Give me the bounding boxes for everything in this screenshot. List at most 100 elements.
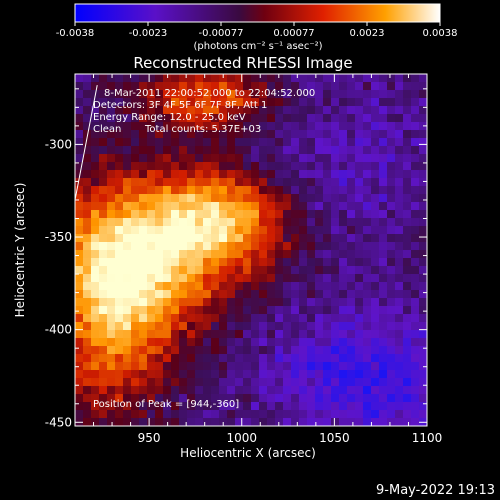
heatmap-cell	[203, 346, 211, 354]
heatmap-cell	[179, 298, 187, 306]
heatmap-cell	[267, 194, 275, 202]
heatmap-cell	[227, 178, 235, 186]
heatmap-cell	[363, 146, 371, 154]
heatmap-cell	[219, 202, 227, 210]
heatmap-cell	[299, 178, 307, 186]
heatmap-cell	[123, 146, 131, 154]
heatmap-cell	[283, 178, 291, 186]
heatmap-cell	[131, 130, 139, 138]
heatmap-cell	[387, 74, 395, 82]
heatmap-cell	[163, 258, 171, 266]
heatmap-cell	[147, 370, 155, 378]
heatmap-cell	[411, 106, 419, 114]
heatmap-cell	[323, 242, 331, 250]
heatmap-cell	[83, 162, 91, 170]
heatmap-cell	[259, 394, 267, 402]
heatmap-cell	[227, 274, 235, 282]
heatmap-cell	[83, 314, 91, 322]
heatmap-cell	[387, 98, 395, 106]
heatmap-cell	[307, 314, 315, 322]
heatmap-cell	[187, 114, 195, 122]
heatmap-cell	[99, 138, 107, 146]
heatmap-cell	[171, 322, 179, 330]
heatmap-cell	[275, 154, 283, 162]
heatmap-cell	[235, 290, 243, 298]
heatmap-cell	[355, 138, 363, 146]
heatmap-cell	[339, 114, 347, 122]
heatmap-cell	[275, 130, 283, 138]
heatmap-cell	[219, 226, 227, 234]
heatmap-cell	[331, 418, 339, 426]
heatmap-cell	[347, 258, 355, 266]
heatmap-cell	[123, 170, 131, 178]
heatmap-cell	[179, 266, 187, 274]
heatmap-cell	[355, 274, 363, 282]
heatmap-cell	[347, 298, 355, 306]
heatmap-cell	[83, 138, 91, 146]
heatmap-cell	[235, 218, 243, 226]
heatmap-cell	[339, 242, 347, 250]
heatmap-cell	[187, 298, 195, 306]
heatmap-cell	[227, 402, 235, 410]
heatmap-cell	[131, 226, 139, 234]
heatmap-cell	[411, 242, 419, 250]
annotation-counts: Total counts: 5.37E+03	[144, 124, 261, 135]
heatmap-cell	[131, 170, 139, 178]
heatmap-cell	[291, 266, 299, 274]
heatmap-cell	[371, 154, 379, 162]
heatmap-cell	[147, 98, 155, 106]
heatmap-cell	[323, 282, 331, 290]
heatmap-cell	[195, 266, 203, 274]
heatmap-cell	[307, 178, 315, 186]
heatmap-cell	[219, 178, 227, 186]
heatmap-cell	[251, 402, 259, 410]
heatmap-cell	[379, 146, 387, 154]
heatmap-cell	[139, 410, 147, 418]
heatmap-cell	[243, 90, 251, 98]
heatmap-cell	[179, 82, 187, 90]
heatmap-cell	[291, 402, 299, 410]
heatmap-cell	[395, 114, 403, 122]
heatmap-cell	[403, 234, 411, 242]
heatmap-cell	[299, 386, 307, 394]
heatmap-cell	[291, 122, 299, 130]
heatmap-cell	[371, 202, 379, 210]
heatmap-cell	[355, 338, 363, 346]
heatmap-cell	[195, 338, 203, 346]
heatmap-cell	[275, 138, 283, 146]
heatmap-cell	[107, 266, 115, 274]
heatmap-cell	[83, 218, 91, 226]
heatmap-cell	[419, 322, 427, 330]
heatmap-cell	[315, 210, 323, 218]
heatmap-cell	[371, 282, 379, 290]
heatmap-cell	[131, 82, 139, 90]
heatmap-cell	[155, 138, 163, 146]
heatmap-cell	[419, 218, 427, 226]
heatmap-cell	[419, 306, 427, 314]
heatmap-cell	[403, 418, 411, 426]
heatmap-cell	[347, 242, 355, 250]
heatmap-cell	[235, 154, 243, 162]
heatmap-cell	[83, 418, 91, 426]
heatmap-cell	[283, 242, 291, 250]
heatmap-cell	[91, 298, 99, 306]
heatmap-cell	[387, 82, 395, 90]
heatmap-cell	[347, 218, 355, 226]
heatmap-cell	[395, 122, 403, 130]
heatmap-cell	[387, 362, 395, 370]
heatmap-cell	[203, 394, 211, 402]
heatmap-cell	[211, 402, 219, 410]
colorbar-tick-label: 0.0023	[350, 28, 385, 39]
heatmap-cell	[131, 306, 139, 314]
heatmap-cell	[227, 226, 235, 234]
heatmap-cell	[187, 74, 195, 82]
heatmap-cell	[283, 266, 291, 274]
heatmap-cell	[187, 146, 195, 154]
heatmap-cell	[235, 418, 243, 426]
heatmap-cell	[419, 354, 427, 362]
heatmap-cell	[75, 258, 83, 266]
heatmap-cell	[235, 234, 243, 242]
heatmap-cell	[155, 114, 163, 122]
heatmap-cell	[259, 274, 267, 282]
solar-limb-line	[74, 85, 98, 201]
